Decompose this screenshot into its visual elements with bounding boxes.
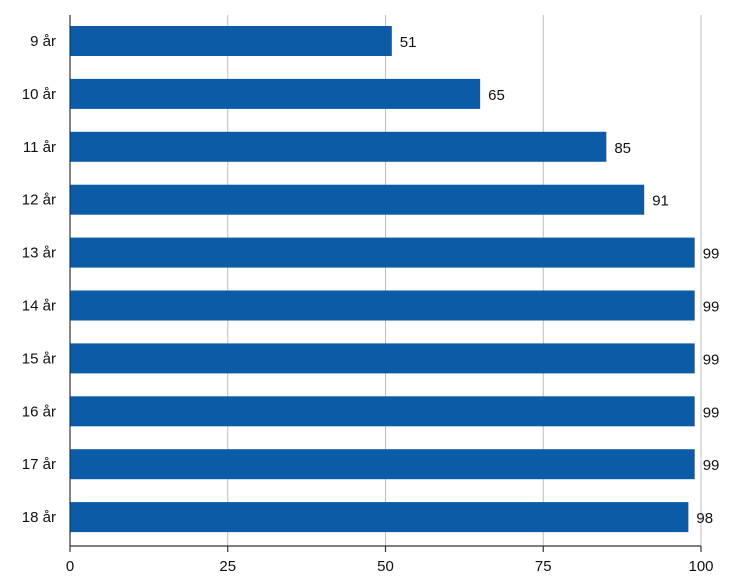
category-label-6: 14 år xyxy=(22,298,56,315)
bar-7 xyxy=(70,343,695,374)
x-tick-label-75: 75 xyxy=(535,558,552,575)
category-label-3: 11 år xyxy=(23,139,56,156)
bar-10 xyxy=(70,502,689,533)
category-label-7: 15 år xyxy=(22,350,56,367)
bar-1 xyxy=(70,26,392,56)
x-tick-label-50: 50 xyxy=(377,558,394,575)
value-label-10: 98 xyxy=(696,510,713,527)
bar-6 xyxy=(70,290,695,321)
value-label-7: 99 xyxy=(703,351,720,368)
value-label-6: 99 xyxy=(703,299,720,316)
value-label-1: 51 xyxy=(400,34,417,51)
category-label-8: 16 år xyxy=(22,403,56,420)
bars xyxy=(70,26,695,533)
value-label-5: 99 xyxy=(703,246,720,263)
bar-8 xyxy=(70,396,695,427)
bar-2 xyxy=(70,78,481,109)
category-label-2: 10 år xyxy=(22,86,56,103)
value-label-8: 99 xyxy=(703,404,720,421)
bar-4 xyxy=(70,184,645,215)
category-label-10: 18 år xyxy=(22,509,56,526)
value-label-2: 65 xyxy=(488,87,505,104)
x-tick-label-25: 25 xyxy=(219,558,236,575)
category-label-1: 9 år xyxy=(30,33,56,50)
category-label-4: 12 år xyxy=(22,192,56,209)
category-label-9: 17 år xyxy=(22,456,56,473)
category-label-5: 13 år xyxy=(22,245,56,262)
x-tick-label-100: 100 xyxy=(688,558,713,575)
value-label-3: 85 xyxy=(614,140,631,157)
bar-3 xyxy=(70,131,607,162)
bar-9 xyxy=(70,449,695,480)
bar-5 xyxy=(70,237,695,268)
labels: 0 25 50 75 100 9 år 51 10 år 65 11 år 85 12 år 91 13 … xyxy=(22,33,720,575)
value-label-9: 99 xyxy=(703,457,720,474)
x-tick-label-0: 0 xyxy=(66,558,74,575)
value-label-4: 91 xyxy=(652,193,669,210)
axes xyxy=(69,15,702,552)
